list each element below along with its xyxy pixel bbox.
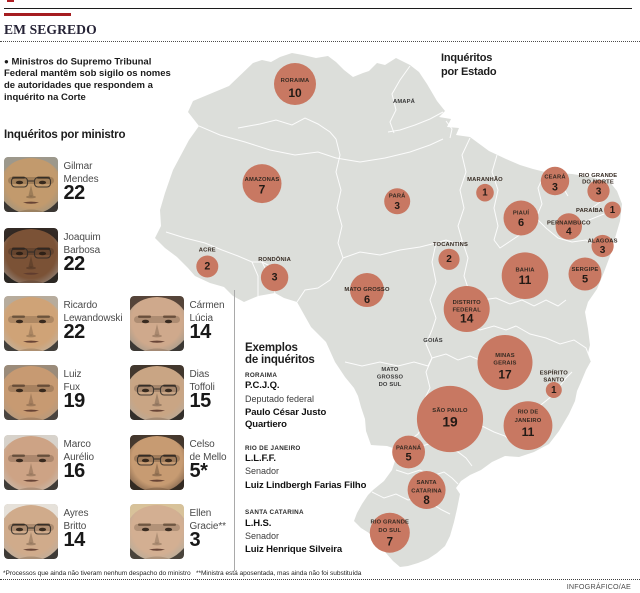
- svg-text:17: 17: [498, 367, 512, 381]
- svg-text:DO SUL: DO SUL: [379, 382, 402, 388]
- svg-text:PARÁ: PARÁ: [389, 193, 406, 200]
- svg-text:5: 5: [582, 274, 588, 286]
- svg-text:FEDERAL: FEDERAL: [452, 308, 481, 314]
- svg-text:3: 3: [600, 245, 606, 256]
- svg-text:8: 8: [423, 495, 430, 507]
- svg-text:3: 3: [552, 181, 558, 193]
- svg-text:PERNAMBUCO: PERNAMBUCO: [547, 221, 591, 227]
- svg-text:11: 11: [522, 425, 535, 439]
- svg-text:GERAIS: GERAIS: [493, 361, 516, 367]
- svg-text:BAHIA: BAHIA: [515, 268, 535, 274]
- svg-text:7: 7: [387, 537, 393, 549]
- svg-text:7: 7: [259, 182, 266, 196]
- svg-text:PARAÍBA: PARAÍBA: [576, 206, 604, 214]
- svg-text:2: 2: [204, 260, 210, 272]
- svg-text:RIO DE: RIO DE: [518, 410, 539, 416]
- svg-text:GOIÁS: GOIÁS: [423, 337, 442, 344]
- svg-text:1: 1: [610, 205, 616, 216]
- svg-text:CATARINA: CATARINA: [411, 489, 442, 495]
- svg-text:6: 6: [518, 217, 524, 229]
- svg-text:TOCANTINS: TOCANTINS: [433, 242, 468, 248]
- svg-text:ESPÍRITO: ESPÍRITO: [540, 368, 568, 376]
- svg-text:2: 2: [446, 254, 452, 265]
- svg-text:SÃO PAULO: SÃO PAULO: [432, 407, 468, 414]
- svg-text:SANTO: SANTO: [543, 377, 564, 383]
- svg-text:MATO GROSSO: MATO GROSSO: [344, 287, 390, 293]
- svg-text:GROSSO: GROSSO: [377, 375, 404, 381]
- svg-text:RORAIMA: RORAIMA: [281, 78, 310, 84]
- svg-text:6: 6: [364, 294, 370, 306]
- svg-text:RONDÔNIA: RONDÔNIA: [258, 255, 291, 263]
- svg-text:DO SUL: DO SUL: [378, 528, 401, 534]
- svg-text:CEARÁ: CEARÁ: [544, 174, 566, 181]
- svg-text:RIO GRANDE: RIO GRANDE: [579, 173, 618, 179]
- svg-text:5: 5: [406, 452, 412, 464]
- svg-text:MINAS: MINAS: [495, 353, 514, 359]
- svg-text:3: 3: [394, 201, 400, 212]
- svg-text:1: 1: [482, 188, 488, 199]
- svg-text:3: 3: [596, 187, 602, 198]
- svg-text:ACRE: ACRE: [199, 248, 216, 254]
- svg-text:RIO GRANDE: RIO GRANDE: [371, 519, 410, 525]
- svg-text:SERGIPE: SERGIPE: [572, 267, 599, 273]
- svg-text:MATO: MATO: [381, 367, 398, 373]
- svg-text:PIAUÍ: PIAUÍ: [513, 209, 529, 217]
- svg-text:4: 4: [566, 227, 572, 238]
- svg-text:3: 3: [272, 271, 278, 283]
- svg-text:PARANÁ: PARANÁ: [396, 445, 422, 452]
- svg-text:1: 1: [551, 385, 557, 396]
- svg-text:DO NORTE: DO NORTE: [582, 179, 614, 185]
- svg-text:ALAGOAS: ALAGOAS: [588, 239, 618, 245]
- svg-text:14: 14: [460, 311, 474, 325]
- svg-text:JANEIRO: JANEIRO: [515, 418, 542, 424]
- svg-text:11: 11: [519, 273, 532, 287]
- svg-text:AMAPÁ: AMAPÁ: [393, 98, 416, 105]
- svg-text:MARANHÃO: MARANHÃO: [467, 176, 503, 183]
- svg-text:AMAZONAS: AMAZONAS: [245, 177, 280, 183]
- svg-text:10: 10: [288, 86, 302, 100]
- svg-text:19: 19: [442, 415, 458, 430]
- svg-text:SANTA: SANTA: [416, 480, 437, 486]
- svg-text:DISTRITO: DISTRITO: [453, 300, 481, 306]
